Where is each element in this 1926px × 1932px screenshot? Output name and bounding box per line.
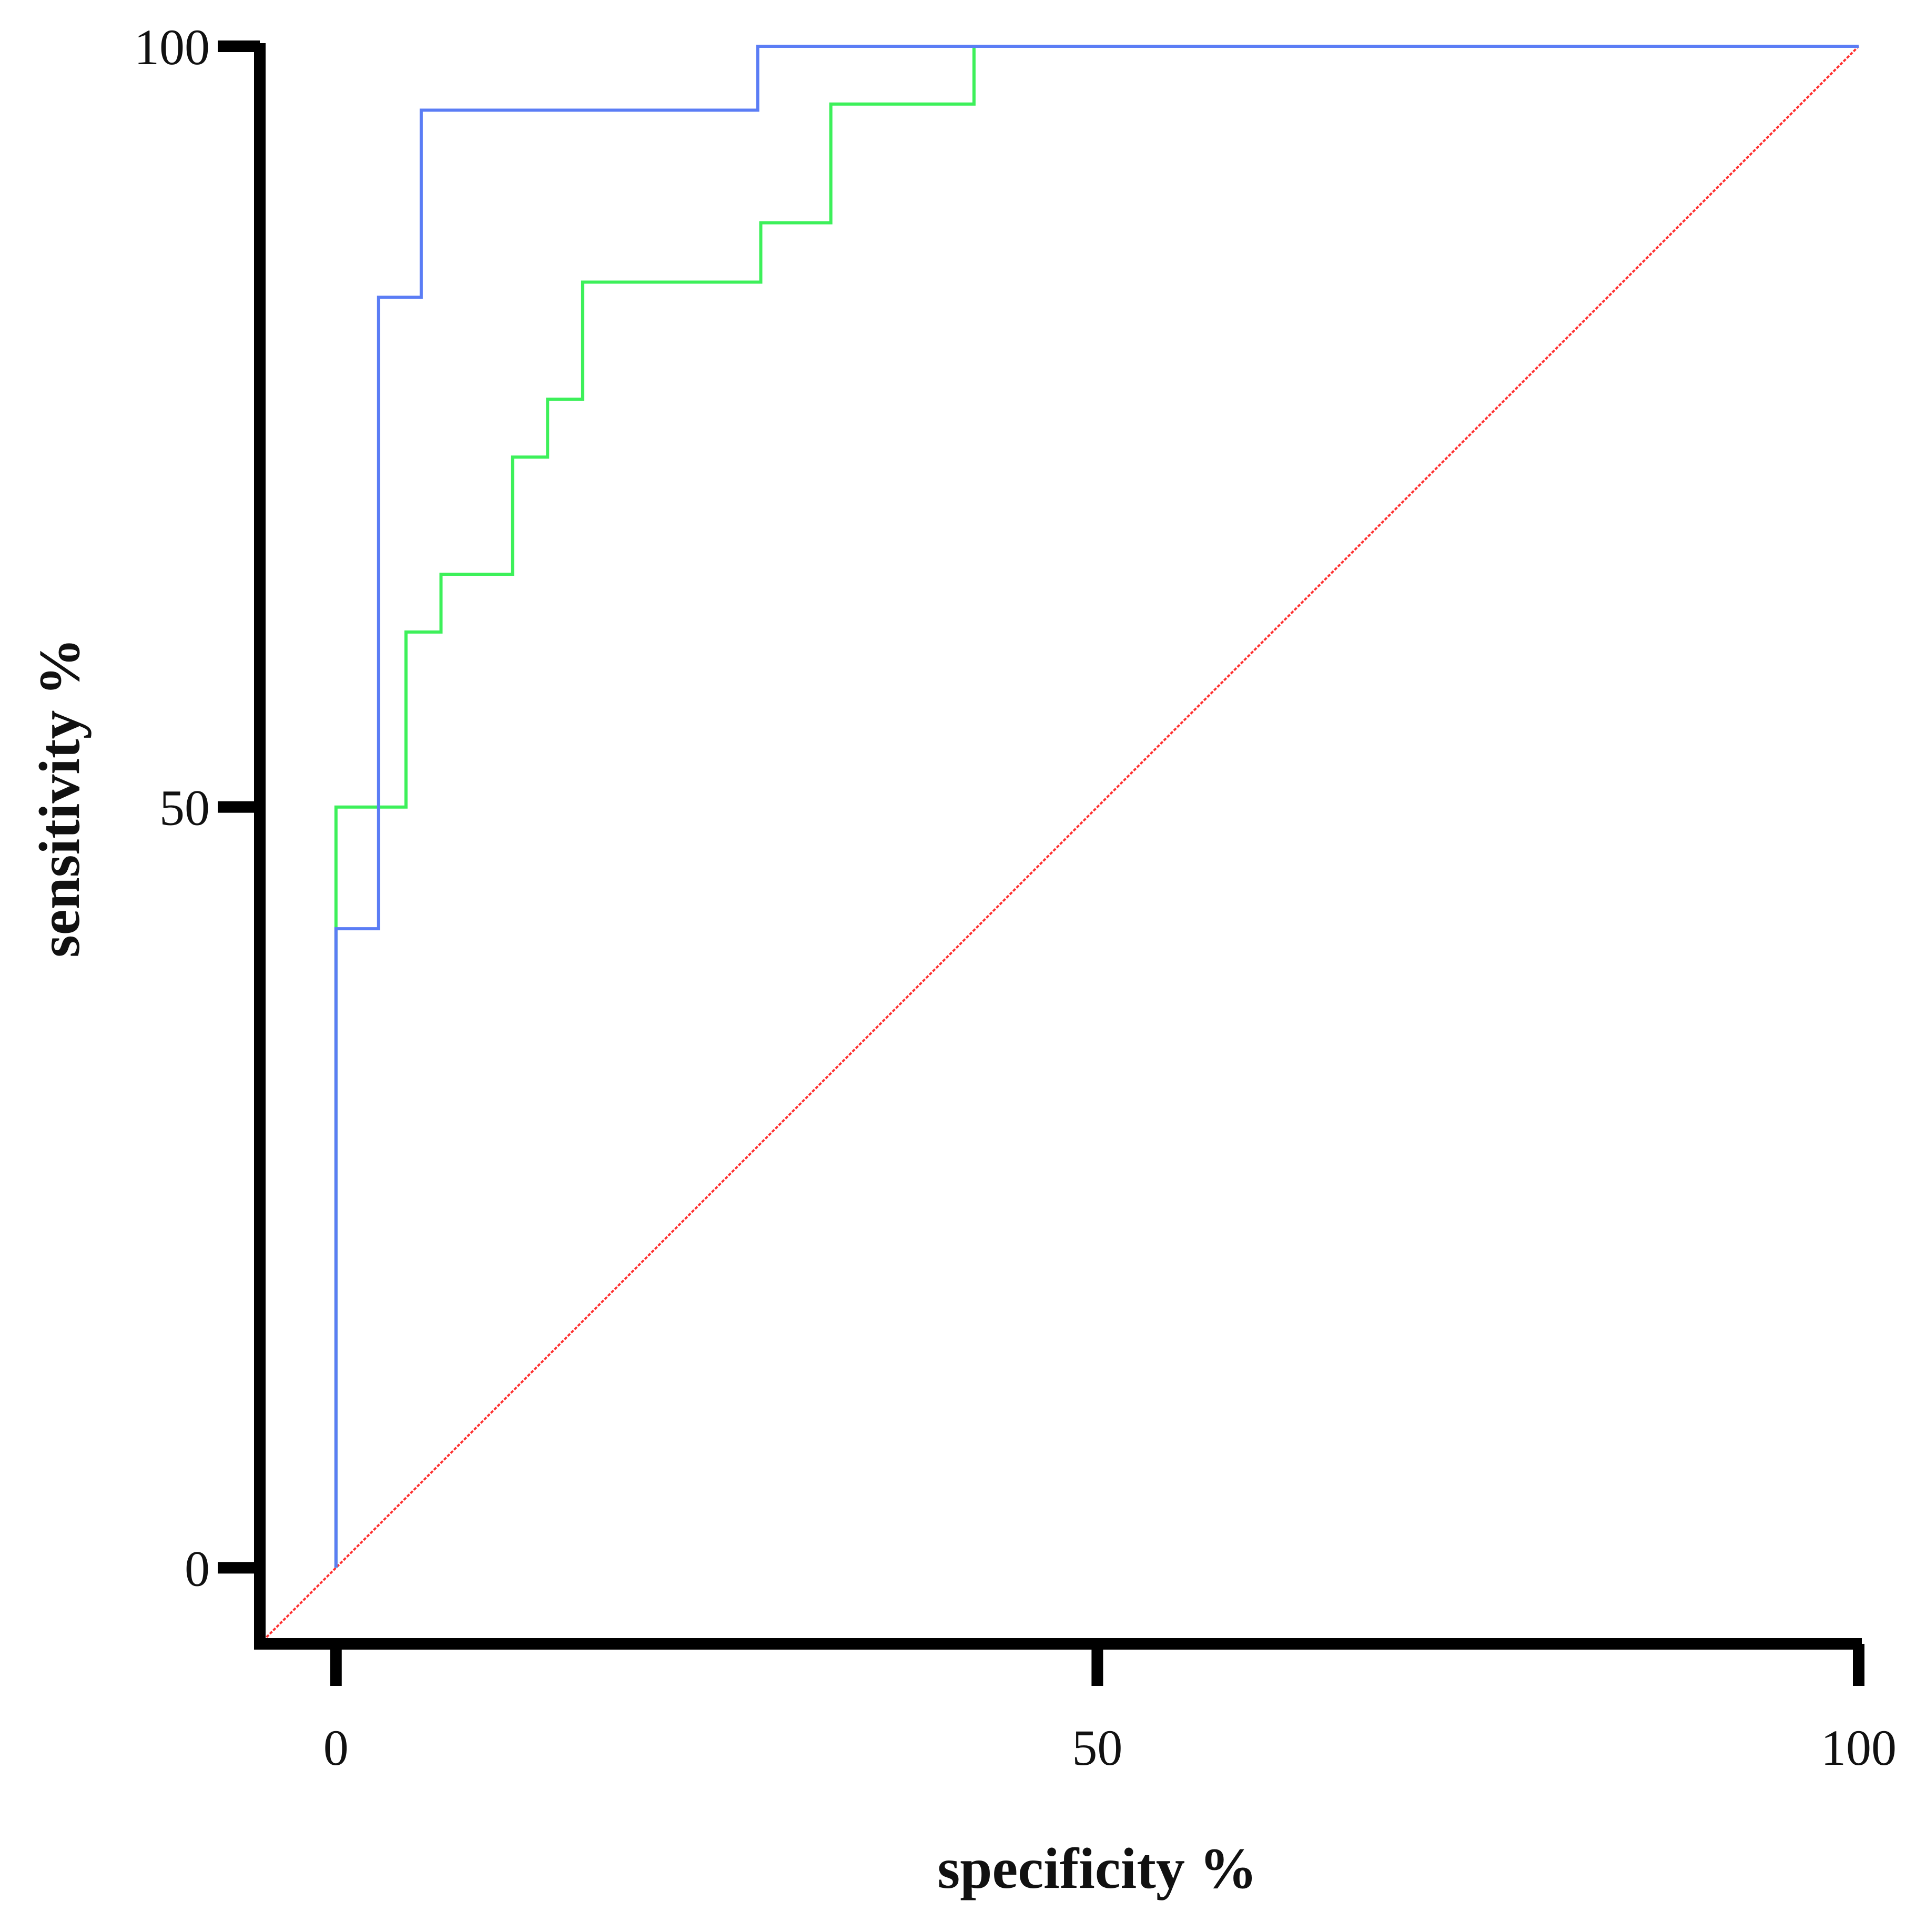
- y-tick-label-0: 0: [185, 1540, 210, 1597]
- reference-diagonal-line: [259, 45, 1860, 1645]
- axes-layer: [254, 43, 1862, 1650]
- series-layer: [259, 45, 1860, 1645]
- x-axis-title: specificity %: [937, 1836, 1257, 1900]
- y-axis-title: sensitivity %: [27, 638, 92, 958]
- y-tick-label-50: 50: [159, 780, 210, 836]
- x-tick-label-50: 50: [1072, 1720, 1122, 1776]
- y-tick-label-100: 100: [134, 19, 210, 75]
- ticks-layer: 0 50 100 0 50 100: [134, 19, 1897, 1776]
- x-tick-label-0: 0: [323, 1720, 349, 1776]
- roc-curve-blue: [334, 45, 1859, 1568]
- x-tick-label-100: 100: [1821, 1720, 1897, 1776]
- roc-curve-green: [334, 45, 1859, 1568]
